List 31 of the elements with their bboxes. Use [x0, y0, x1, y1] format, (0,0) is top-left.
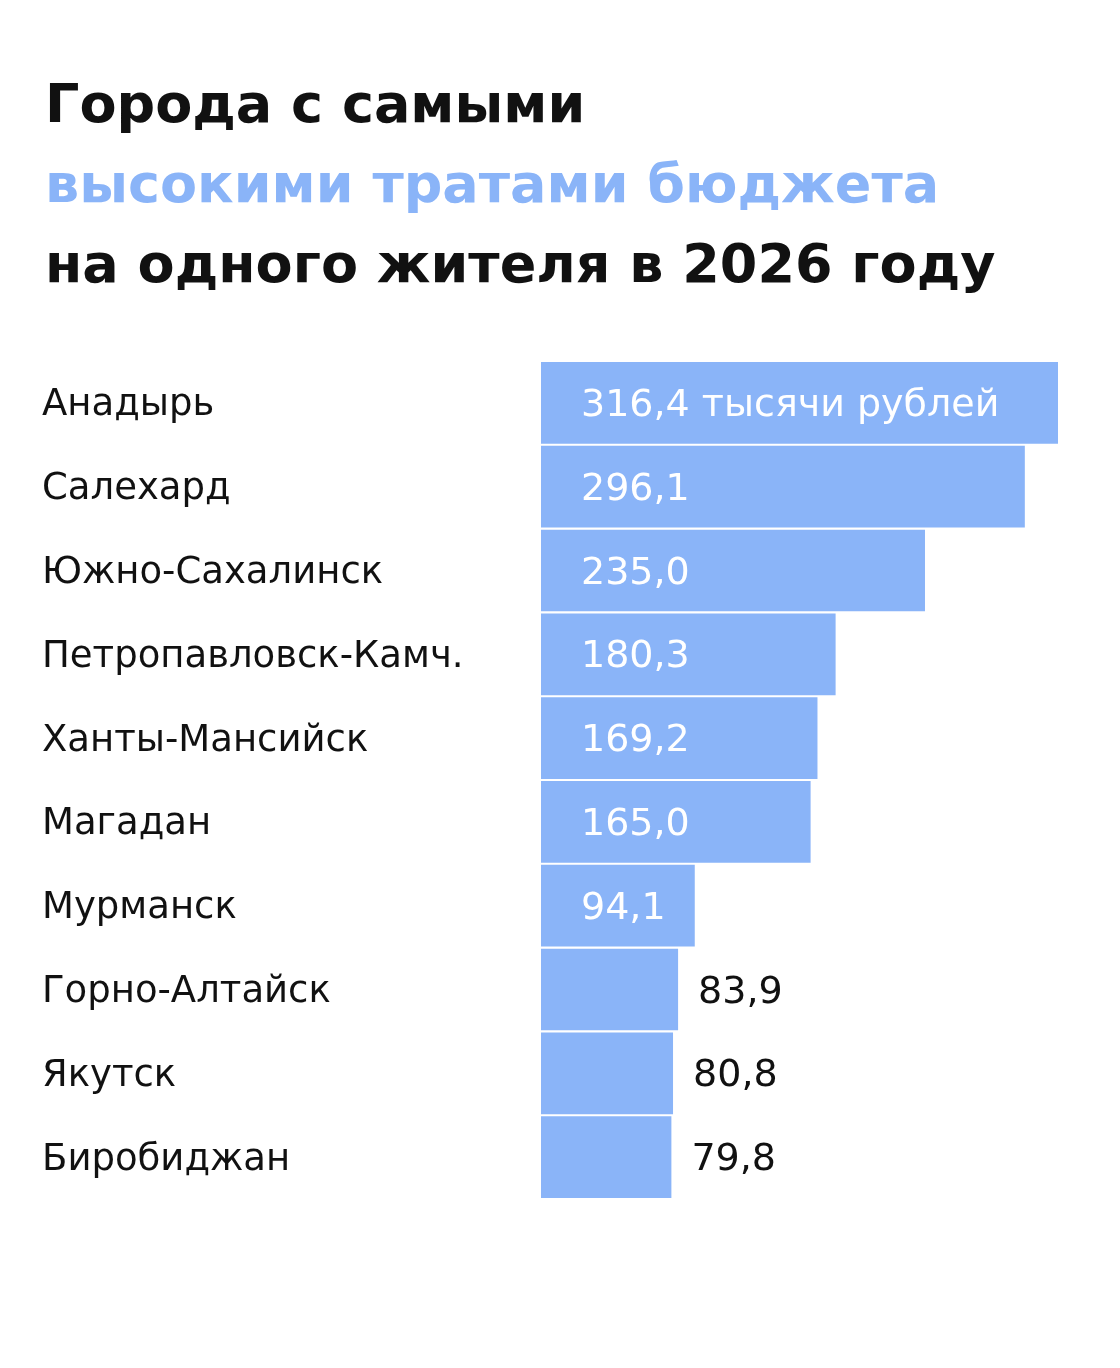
bar: [541, 1032, 674, 1115]
data-label: 83,9: [698, 967, 783, 1012]
data-label: 235,0: [581, 548, 690, 593]
data-label: 169,2: [581, 716, 690, 761]
bar: [541, 781, 811, 863]
y-tick-label: Мурманск: [42, 884, 237, 928]
bar: [541, 529, 925, 612]
y-tick-label: Горно-Алтайск: [42, 968, 331, 1011]
y-tick-label: Якутск: [42, 1051, 177, 1095]
data-label: 180,3: [581, 632, 690, 677]
data-label: 316,4 тысячи рублей: [581, 380, 1000, 425]
y-tick-label: Петропавловск-Камч.: [42, 632, 464, 676]
y-tick-label: Биробиджан: [42, 1135, 291, 1179]
data-label: 80,8: [693, 1051, 778, 1096]
chart-title: Города с самыми высокими тратами бюджета на одного жителя в 2026 году: [45, 71, 996, 295]
data-label: 296,1: [581, 464, 690, 509]
data-label: 165,0: [581, 799, 690, 844]
bar: [541, 948, 679, 1031]
y-tick-label: Салехард: [42, 465, 231, 509]
data-label: 94,1: [581, 883, 666, 928]
bar: [541, 864, 695, 947]
y-tick-label: Южно-Сахалинск: [42, 549, 384, 592]
bar: [541, 362, 1058, 444]
bar: [541, 1116, 672, 1198]
y-tick-label: Анадырь: [42, 381, 215, 425]
bar: [541, 697, 818, 779]
y-tick-label: Магадан: [42, 800, 212, 844]
bar: [541, 445, 1025, 528]
data-label: 79,8: [691, 1135, 776, 1180]
bar: [541, 613, 836, 696]
y-tick-label: Ханты-Мансийск: [42, 716, 369, 760]
